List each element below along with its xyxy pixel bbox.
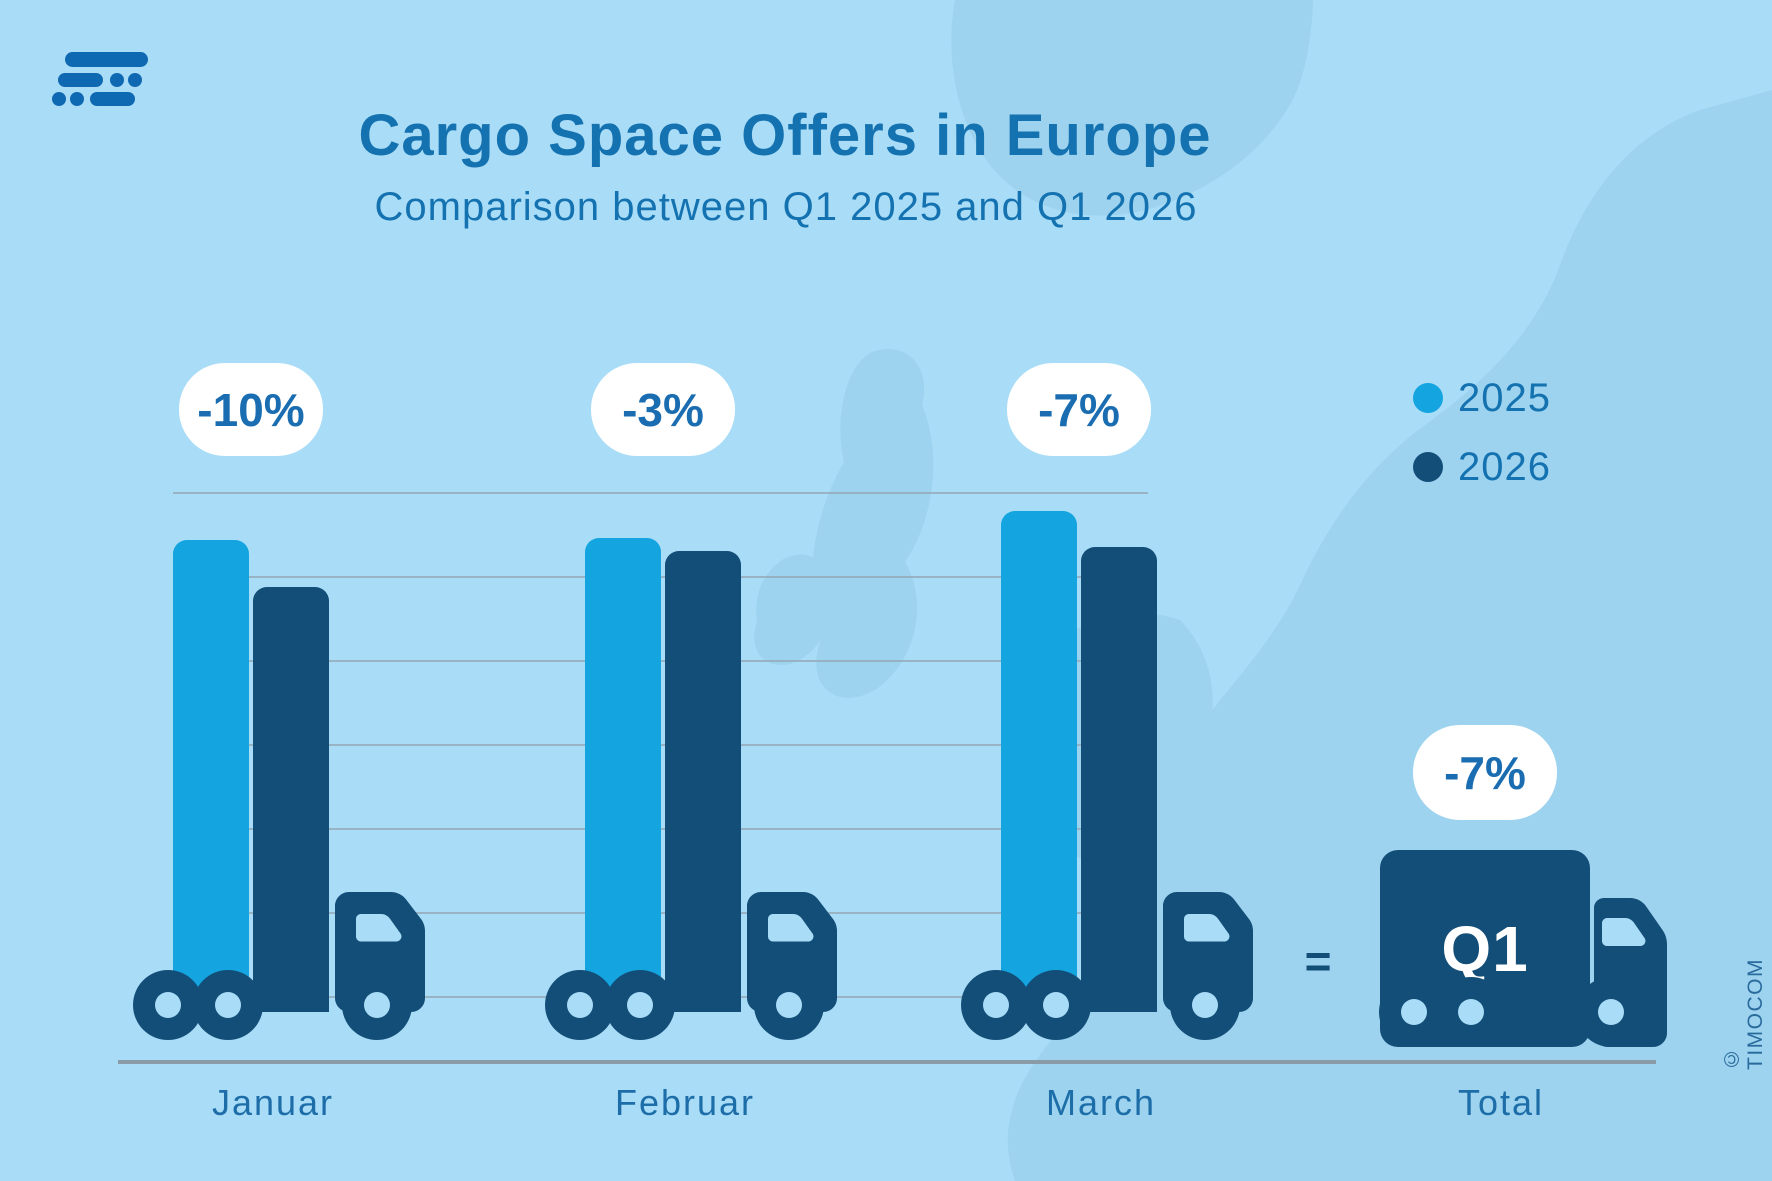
- truck-wheel-march: [1021, 970, 1091, 1040]
- wheel-hub: [155, 992, 181, 1018]
- legend-dot-2026: [1413, 452, 1443, 482]
- legend-label-2025: 2025: [1458, 375, 1551, 420]
- truck-wheel-februar: [545, 970, 615, 1040]
- timocom-logo: [52, 52, 152, 108]
- wheel-hub: [1043, 992, 1069, 1018]
- bar-2025-januar: [173, 540, 249, 1012]
- bar-2025-march: [1001, 511, 1077, 1012]
- truck-wheel-januar: [193, 970, 263, 1040]
- total-truck-wheel: [1436, 977, 1506, 1047]
- wheel-hub: [627, 992, 653, 1018]
- legend: 2025 2026: [1413, 376, 1551, 514]
- logo-dot: [110, 73, 124, 87]
- legend-dot-2025: [1413, 383, 1443, 413]
- truck-window: [1602, 918, 1646, 946]
- change-badge-march: -7%: [1007, 363, 1151, 456]
- chart-subtitle: Comparison between Q1 2025 and Q1 2026: [374, 185, 1198, 229]
- total-truck-wheel: [1379, 977, 1449, 1047]
- logo-bar: [58, 73, 103, 87]
- bar-2026-januar: [253, 587, 329, 1012]
- logo-bar: [65, 52, 148, 67]
- total-truck-q1-text: Q1: [1441, 912, 1529, 985]
- wheel-hub: [1458, 999, 1484, 1025]
- truck-wheel-februar: [605, 970, 675, 1040]
- truck-wheel-march: [961, 970, 1031, 1040]
- wheel-hub: [364, 992, 390, 1018]
- x-label-januar: Januar: [211, 1082, 335, 1123]
- wheel-hub: [567, 992, 593, 1018]
- change-badge-januar: -10%: [179, 363, 323, 456]
- x-axis-line: [118, 1060, 1656, 1064]
- x-label-march: March: [1045, 1082, 1157, 1123]
- logo-bar: [90, 92, 135, 106]
- wheel-hub: [983, 992, 1009, 1018]
- truck-wheel-januar: [342, 970, 412, 1040]
- bar-2025-februar: [585, 538, 661, 1012]
- logo-dot: [52, 92, 66, 106]
- total-truck-wheel: [1576, 977, 1646, 1047]
- wheel-hub: [776, 992, 802, 1018]
- wheel-hub: [1192, 992, 1218, 1018]
- truck-wheel-februar: [754, 970, 824, 1040]
- wheel-hub: [1401, 999, 1427, 1025]
- truck-wheel-march: [1170, 970, 1240, 1040]
- copyright-text: © TIMOCOM: [1720, 958, 1767, 1070]
- legend-label-2026: 2026: [1458, 444, 1551, 489]
- legend-item-2025: 2025: [1413, 376, 1551, 420]
- legend-item-2026: 2026: [1413, 445, 1551, 489]
- bar-2026-februar: [665, 551, 741, 1012]
- wheel-hub: [1598, 999, 1624, 1025]
- bar-2026-march: [1081, 547, 1157, 1012]
- x-label-total: Total: [1457, 1082, 1545, 1123]
- wheel-hub: [215, 992, 241, 1018]
- change-badge-februar: -3%: [591, 363, 735, 456]
- gridline: [173, 492, 1148, 494]
- total-change-badge: -7%: [1413, 725, 1557, 820]
- logo-dot: [70, 92, 84, 106]
- x-label-februar: Februar: [614, 1082, 756, 1123]
- logo-dot: [128, 73, 142, 87]
- equals-sign: =: [1304, 935, 1332, 987]
- truck-wheel-januar: [133, 970, 203, 1040]
- chart-title: Cargo Space Offers in Europe: [358, 103, 1212, 168]
